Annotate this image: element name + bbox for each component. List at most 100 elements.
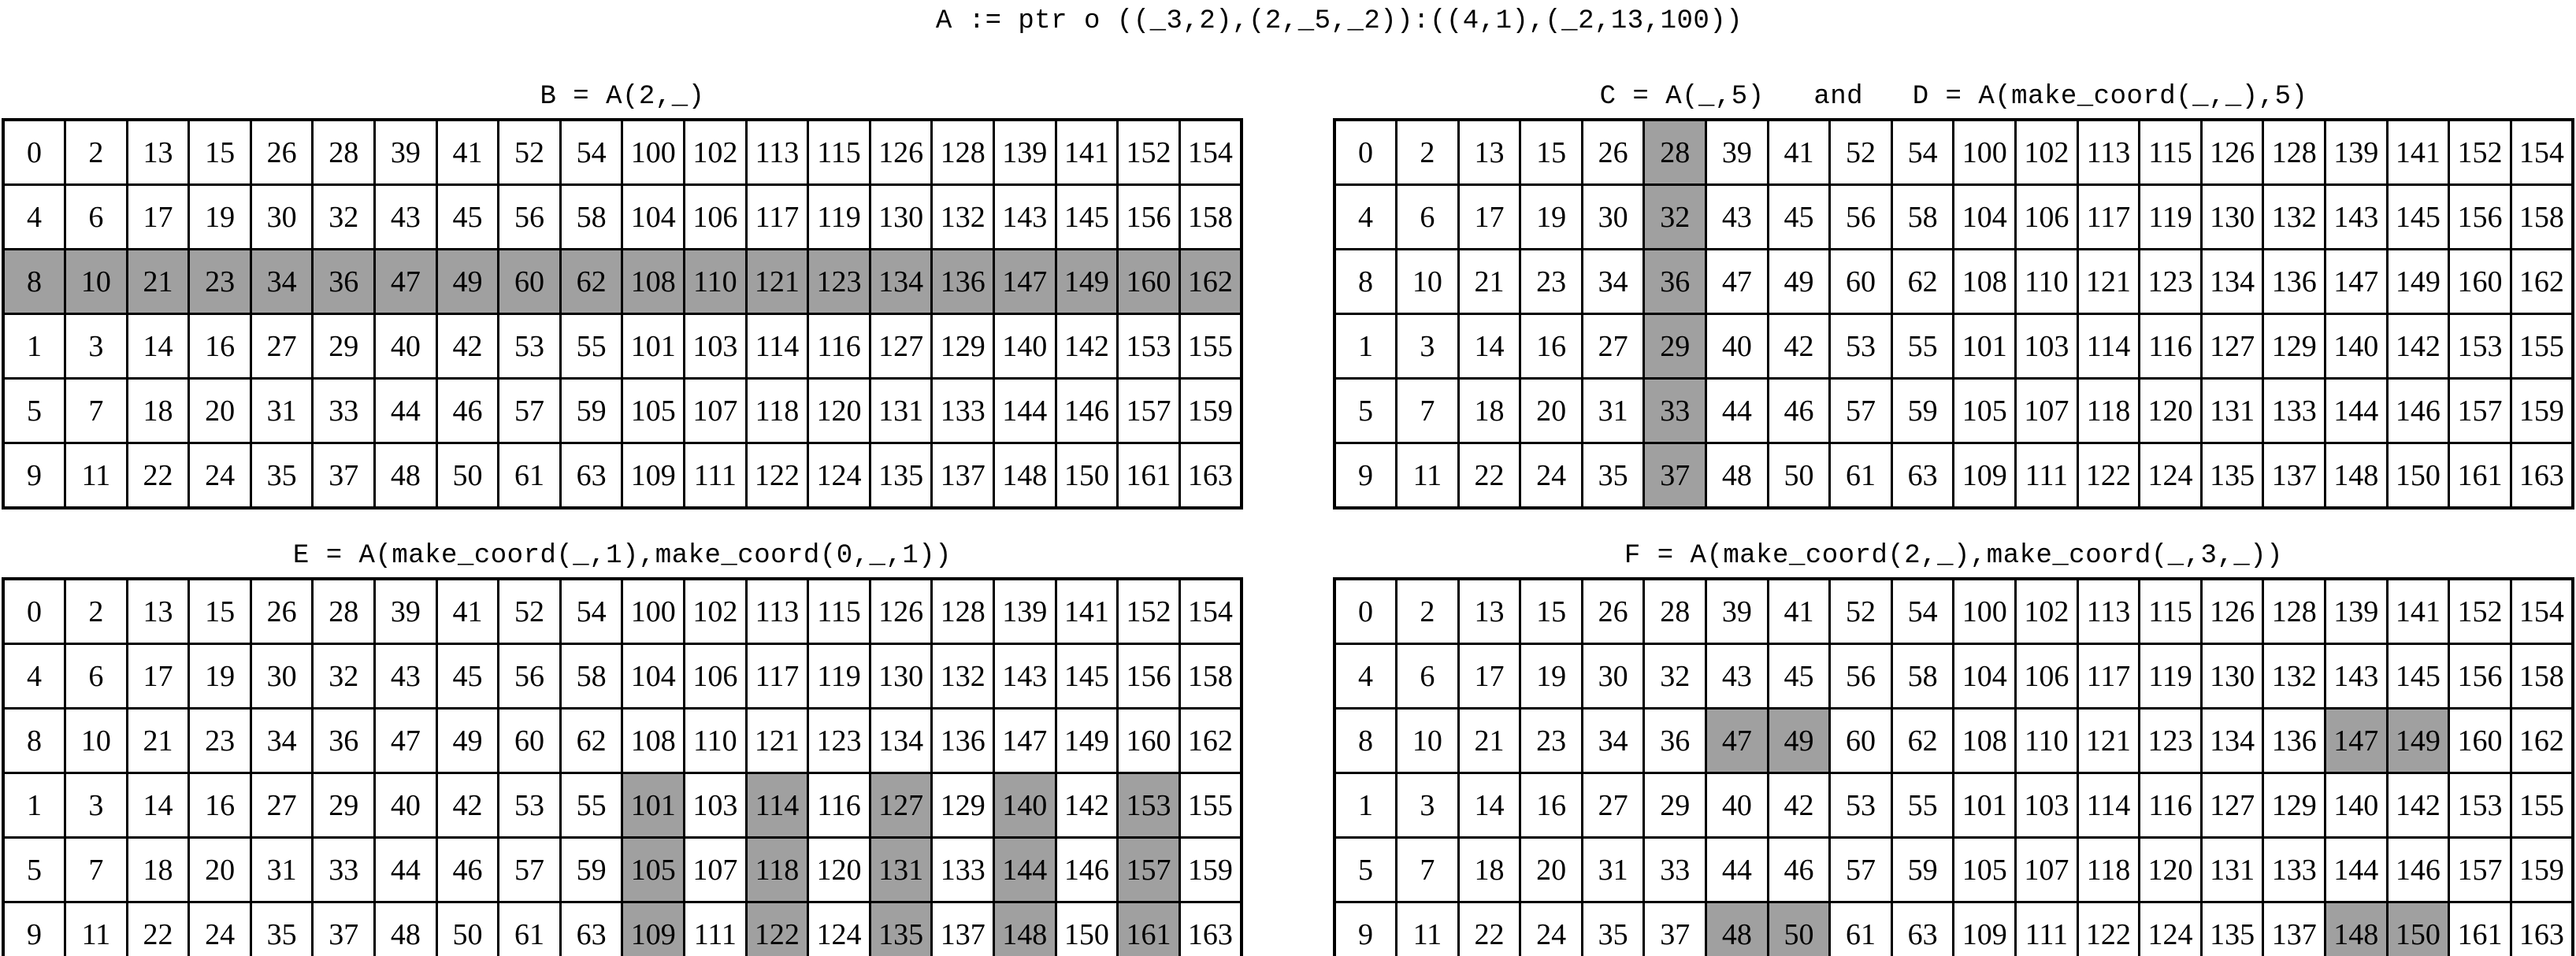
- grid-cell: 53: [497, 772, 562, 839]
- grid-cell: 106: [683, 643, 748, 710]
- grid-cell: 126: [868, 118, 934, 186]
- grid-cell: 13: [125, 577, 191, 645]
- grid-cell: 121: [2076, 248, 2141, 315]
- grid-cell: 152: [2448, 577, 2512, 645]
- grid-cell: 31: [1580, 836, 1646, 903]
- grid-cell: 33: [311, 836, 377, 903]
- grid-cell: 20: [187, 377, 252, 444]
- grid-cell: 41: [435, 577, 500, 645]
- grid-cell: 117: [744, 643, 810, 710]
- grid-cell: 50: [435, 442, 500, 509]
- grid-cell: 143: [993, 183, 1057, 250]
- grid-cell: 6: [1395, 643, 1460, 710]
- panel-B-title: B = A(2,_): [540, 81, 705, 112]
- grid-cell: 111: [683, 442, 748, 509]
- grid-cell: 9: [2, 442, 67, 509]
- grid-cell: 23: [187, 248, 252, 315]
- grid-cell: 150: [2385, 901, 2451, 956]
- grid-cell: 162: [2509, 707, 2574, 774]
- grid-cell: 160: [2448, 248, 2512, 315]
- grid-cell: 152: [1116, 577, 1181, 645]
- grid-cell: 8: [2, 248, 67, 315]
- grid-cell: 156: [2448, 643, 2512, 710]
- grid-cell: 133: [2262, 836, 2326, 903]
- grid-cell: 8: [1333, 707, 1398, 774]
- grid-cell: 152: [1116, 118, 1181, 186]
- grid-cell: 35: [249, 442, 314, 509]
- grid-row: 1 3 14 16 27 29 40 42 53 55 101 103 114 116 127 129 140 1…: [1333, 313, 2574, 380]
- grid-cell: 133: [930, 377, 995, 444]
- grid-row: 4 6 17 19 30 32 43 45 56 58 104 106 117 119 130 132 143 1…: [1333, 643, 2574, 710]
- grid-cell: 55: [559, 313, 624, 380]
- grid-cell: 122: [744, 442, 810, 509]
- grid-cell: 119: [2138, 643, 2203, 710]
- grid-cell: 146: [2385, 377, 2451, 444]
- grid-cell: 35: [1580, 901, 1646, 956]
- grid-cell: 49: [1766, 707, 1832, 774]
- grid-cell: 47: [373, 707, 438, 774]
- grid-row: 1 3 14 16 27 29 40 42 53 55 101 103 114 116 127 129 140 1…: [2, 772, 1243, 839]
- grid-cell: 11: [1395, 442, 1460, 509]
- grid-row: 1 3 14 16 27 29 40 42 53 55 101 103 114 116 127 129 140 1…: [2, 313, 1243, 380]
- grid-cell: 124: [807, 901, 871, 956]
- grid-cell: 15: [1519, 577, 1583, 645]
- grid-cell: 106: [683, 183, 748, 250]
- grid-cell: 147: [2324, 707, 2389, 774]
- grid-cell: 144: [993, 836, 1057, 903]
- grid-cell: 158: [2509, 643, 2574, 710]
- grid-cell: 11: [1395, 901, 1460, 956]
- grid-cell: 58: [1890, 643, 1955, 710]
- grid-cell: 63: [1890, 442, 1955, 509]
- grid-cell: 155: [1178, 313, 1243, 380]
- grid-cell: 33: [1642, 836, 1708, 903]
- grid-cell: 110: [683, 707, 748, 774]
- grid-cell: 110: [2014, 707, 2079, 774]
- grid-cell: 139: [993, 577, 1057, 645]
- grid-cell: 7: [64, 836, 128, 903]
- grid-row: 4 6 17 19 30 32 43 45 56 58 104 106 117 119 130 132 143 1…: [1333, 183, 2574, 250]
- grid-cell: 59: [1890, 836, 1955, 903]
- grid-cell: 102: [2014, 577, 2079, 645]
- grid-cell: 132: [2262, 183, 2326, 250]
- grid-cell: 14: [1457, 313, 1522, 380]
- grid-cell: 18: [125, 836, 191, 903]
- grid-cell: 149: [1054, 248, 1119, 315]
- grid-cell: 135: [2199, 442, 2265, 509]
- grid-cell: 134: [868, 248, 934, 315]
- grid-cell: 107: [683, 377, 748, 444]
- grid-cell: 52: [497, 118, 562, 186]
- grid-cell: 161: [2448, 442, 2512, 509]
- grid-cell: 10: [64, 707, 128, 774]
- grid-cell: 43: [1705, 183, 1769, 250]
- grid-cell: 0: [2, 577, 67, 645]
- grid-cell: 161: [1116, 901, 1181, 956]
- grid-cell: 45: [435, 183, 500, 250]
- grid-row: 0 2 13 15 26 28 39 41 52 54 100 102 113 115 126 128 139 1…: [2, 118, 1243, 186]
- grid-cell: 117: [2076, 643, 2141, 710]
- grid-cell: 27: [249, 313, 314, 380]
- grid-row: 9 11 22 24 35 37 48 50 61 63 109 111 122 124 135 137 148…: [2, 901, 1243, 956]
- grid-cell: 139: [2324, 118, 2389, 186]
- grid-cell: 24: [1519, 442, 1583, 509]
- grid-cell: 44: [1705, 377, 1769, 444]
- grid-cell: 146: [2385, 836, 2451, 903]
- grid-table-E: 0 2 13 15 26 28 39 41 52 54 100 102 113 115 126 128 139 1…: [2, 577, 1243, 956]
- panel-F: F = A(make_coord(2,_),make_coord(_,3,_))…: [1333, 534, 2574, 956]
- grid-cell: 132: [930, 643, 995, 710]
- grid-cell: 158: [1178, 643, 1243, 710]
- panel-E-title: E = A(make_coord(_,1),make_coord(0,_,1)): [292, 540, 952, 571]
- grid-cell: 116: [807, 772, 871, 839]
- grid-cell: 42: [1766, 313, 1832, 380]
- grid-cell: 157: [1116, 836, 1181, 903]
- grid-row: 0 2 13 15 26 28 39 41 52 54 100 102 113 115 126 128 139 1…: [2, 577, 1243, 645]
- grid-cell: 15: [187, 118, 252, 186]
- grid-cell: 23: [1519, 707, 1583, 774]
- grid-cell: 54: [559, 118, 624, 186]
- grid-cell: 118: [2076, 836, 2141, 903]
- grid-cell: 115: [2138, 577, 2203, 645]
- grid-cell: 100: [621, 577, 686, 645]
- grid-cell: 45: [435, 643, 500, 710]
- grid-cell: 37: [1642, 901, 1708, 956]
- grid-cell: 158: [1178, 183, 1243, 250]
- grid-cell: 150: [1054, 901, 1119, 956]
